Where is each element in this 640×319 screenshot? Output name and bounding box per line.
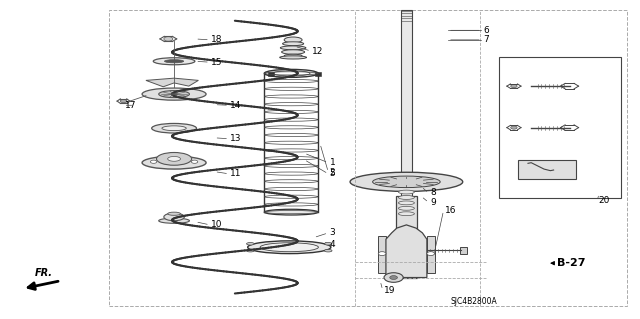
Circle shape [384, 273, 403, 282]
Bar [518, 160, 576, 179]
Ellipse shape [398, 206, 415, 210]
Text: B-27: B-27 [557, 258, 586, 268]
Ellipse shape [164, 213, 184, 221]
Circle shape [511, 126, 517, 129]
Bar [427, 236, 435, 273]
Text: 3: 3 [330, 228, 335, 237]
Text: 9: 9 [430, 198, 436, 207]
Bar [268, 72, 274, 76]
Text: 12: 12 [312, 47, 324, 56]
Ellipse shape [324, 249, 332, 252]
Ellipse shape [171, 93, 177, 95]
Text: 2: 2 [330, 168, 335, 177]
Ellipse shape [260, 243, 319, 252]
Circle shape [511, 85, 517, 88]
Ellipse shape [157, 152, 192, 165]
Circle shape [191, 160, 198, 163]
Polygon shape [386, 225, 427, 278]
Text: 10: 10 [211, 220, 223, 229]
Bar [109, 10, 627, 306]
Text: 11: 11 [230, 169, 242, 178]
Text: 15: 15 [211, 58, 223, 67]
Text: SJC4B2800A: SJC4B2800A [450, 297, 497, 306]
Ellipse shape [162, 126, 186, 131]
Ellipse shape [248, 241, 331, 254]
Text: 13: 13 [230, 134, 242, 143]
Ellipse shape [284, 54, 302, 57]
Ellipse shape [264, 209, 318, 215]
Text: 6: 6 [483, 26, 489, 35]
Ellipse shape [152, 123, 196, 133]
Circle shape [427, 252, 435, 256]
Text: 16: 16 [445, 206, 456, 215]
Ellipse shape [168, 212, 180, 215]
Ellipse shape [280, 56, 307, 59]
Text: 17: 17 [125, 101, 136, 110]
Ellipse shape [246, 242, 254, 245]
Bar [396, 196, 417, 278]
Circle shape [378, 252, 386, 256]
Ellipse shape [283, 42, 304, 46]
Ellipse shape [350, 172, 463, 191]
Text: 20: 20 [598, 197, 610, 205]
Ellipse shape [398, 196, 415, 199]
Text: 7: 7 [483, 35, 489, 44]
Ellipse shape [282, 50, 305, 54]
Ellipse shape [324, 242, 332, 245]
Ellipse shape [280, 46, 306, 50]
Ellipse shape [164, 60, 184, 63]
Text: 19: 19 [384, 286, 396, 295]
Bar [401, 10, 412, 196]
Bar [315, 72, 321, 76]
Text: 1: 1 [330, 158, 335, 167]
Polygon shape [146, 78, 198, 87]
Polygon shape [460, 247, 467, 254]
Circle shape [120, 100, 127, 103]
Text: 18: 18 [211, 35, 223, 44]
Ellipse shape [264, 70, 318, 78]
Circle shape [390, 276, 397, 279]
Ellipse shape [246, 249, 254, 252]
Ellipse shape [168, 156, 180, 161]
Text: 8: 8 [430, 189, 436, 197]
Ellipse shape [372, 176, 440, 188]
Ellipse shape [273, 71, 310, 76]
Bar [378, 236, 386, 273]
Text: FR.: FR. [35, 268, 52, 278]
Circle shape [150, 160, 157, 163]
Ellipse shape [398, 190, 415, 194]
Ellipse shape [284, 37, 302, 43]
Ellipse shape [142, 88, 206, 100]
Ellipse shape [398, 212, 415, 216]
Ellipse shape [142, 156, 206, 169]
Ellipse shape [159, 218, 189, 223]
Ellipse shape [154, 58, 195, 65]
Bar [499, 57, 621, 198]
Text: 14: 14 [230, 101, 242, 110]
Ellipse shape [159, 91, 189, 98]
Ellipse shape [398, 201, 415, 205]
Text: 5: 5 [330, 169, 335, 178]
Text: 4: 4 [330, 240, 335, 249]
Circle shape [164, 37, 173, 41]
